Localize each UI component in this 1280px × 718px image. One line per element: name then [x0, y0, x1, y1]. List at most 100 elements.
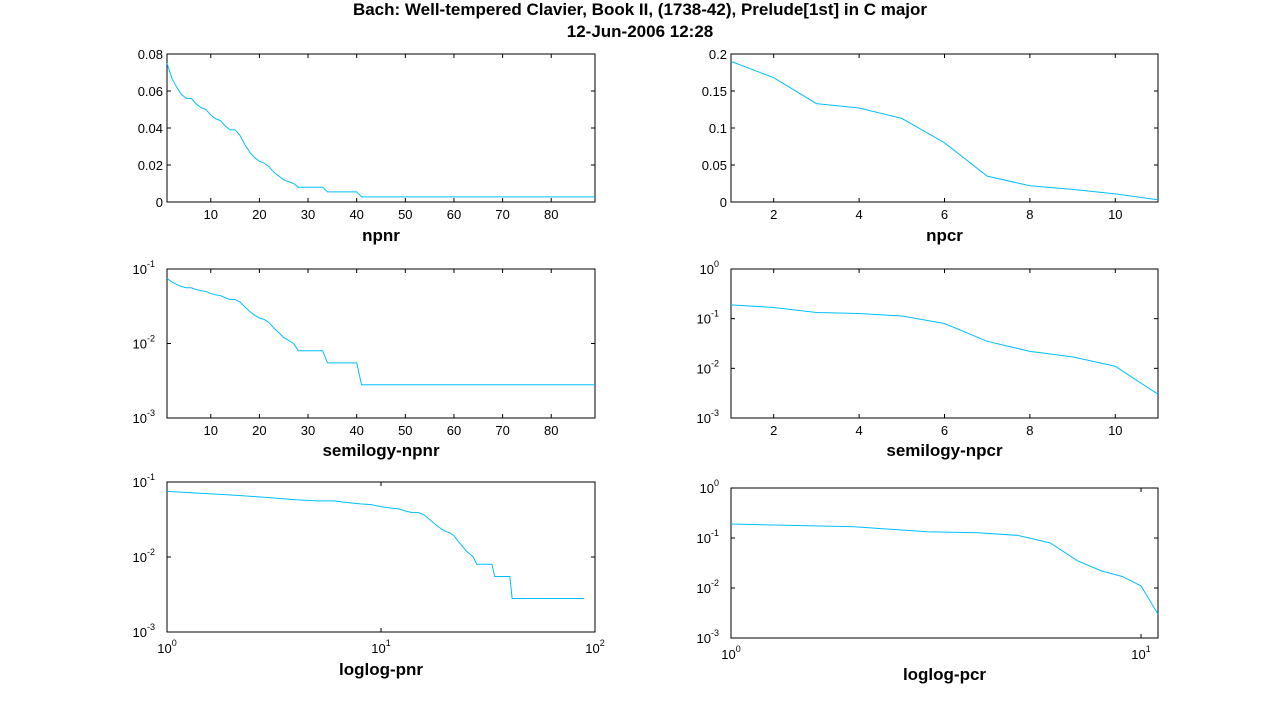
x-tick-label: 100	[157, 638, 176, 656]
axes-frame	[166, 53, 596, 203]
x-tick-label: 4	[855, 423, 862, 438]
x-tick-label: 101	[371, 638, 390, 656]
x-tick-label: 30	[301, 207, 315, 222]
x-axis-label: semilogy-npcr	[886, 441, 1003, 460]
y-tick-label: 0.05	[702, 158, 727, 173]
y-tick-label: 0.08	[138, 47, 163, 62]
y-tick-label-base: 10	[697, 411, 711, 426]
y-tick-label-exponent: -1	[147, 259, 155, 269]
y-tick-label-base: 10	[700, 262, 714, 277]
y-tick-label: 0.2	[709, 47, 727, 62]
y-tick-label-exponent: 0	[714, 478, 719, 488]
y-tick-label: 0.06	[138, 84, 163, 99]
y-tick-label: 10-3	[133, 408, 155, 426]
y-tick-label-base: 10	[133, 625, 147, 640]
y-tick-label-base: 10	[697, 581, 711, 596]
y-tick-label-exponent: 0	[714, 259, 719, 269]
y-tick-label-exponent: -3	[711, 628, 719, 638]
x-tick-label: 50	[398, 423, 412, 438]
y-tick-label: 0	[720, 195, 727, 210]
x-tick-label: 20	[252, 207, 266, 222]
y-tick-label-base: 10	[697, 531, 711, 546]
x-tick-label: 10	[1108, 423, 1122, 438]
y-tick-label: 10-2	[697, 578, 719, 596]
y-tick-label: 10-1	[697, 309, 719, 327]
y-tick-label-base: 10	[133, 550, 147, 565]
x-tick-label: 60	[447, 207, 461, 222]
y-tick-label: 0	[156, 195, 163, 210]
y-tick-label: 0.04	[138, 121, 163, 136]
y-tick-label-base: 10	[700, 481, 714, 496]
axes-frame	[730, 268, 1159, 419]
y-tick-label-exponent: -1	[711, 528, 719, 538]
x-tick-label: 8	[1026, 423, 1033, 438]
y-tick-label-exponent: -1	[147, 472, 155, 482]
y-tick-label: 10-3	[133, 622, 155, 640]
y-tick-label: 10-1	[133, 472, 155, 490]
data-line	[730, 304, 1159, 395]
y-tick-label: 100	[700, 478, 719, 496]
x-tick-label: 80	[544, 423, 558, 438]
axes-frame	[730, 53, 1159, 203]
x-tick-label-base: 10	[157, 641, 171, 656]
x-tick-label-base: 10	[1131, 647, 1145, 662]
axes-frame	[166, 268, 596, 419]
data-line	[730, 60, 1159, 201]
x-tick-label: 8	[1026, 207, 1033, 222]
x-axis-label: loglog-pnr	[339, 660, 423, 679]
subplot-npnr: 10 20 30 40 50 60 70 80 0 0.02 0.04 0.06 0.08 npnr	[138, 47, 596, 245]
x-tick-label-exponent: 1	[1146, 644, 1151, 654]
x-tick-label: 40	[349, 207, 363, 222]
data-line	[166, 277, 595, 386]
x-axis-label: loglog-pcr	[903, 665, 986, 684]
axes-frame	[730, 487, 1159, 639]
data-line	[730, 523, 1159, 615]
y-tick-label-exponent: -2	[711, 358, 719, 368]
x-axis-label: npcr	[926, 226, 963, 245]
y-tick-label-base: 10	[697, 631, 711, 646]
x-tick-label: 2	[770, 423, 777, 438]
x-tick-label: 70	[495, 207, 509, 222]
y-tick-label-base: 10	[133, 262, 147, 277]
x-tick-label-base: 10	[371, 641, 385, 656]
x-tick-label: 30	[301, 423, 315, 438]
figure-title: Bach: Well-tempered Clavier, Book II, (1…	[352, 0, 928, 19]
x-axis-label: semilogy-npnr	[322, 441, 440, 460]
y-tick-label-base: 10	[133, 475, 147, 490]
y-tick-label: 10-1	[697, 528, 719, 546]
x-tick-label: 40	[349, 423, 363, 438]
x-tick-label-exponent: 0	[172, 638, 177, 648]
y-tick-label: 100	[700, 259, 719, 277]
x-tick-label: 6	[941, 423, 948, 438]
x-tick-label: 10	[204, 423, 218, 438]
y-tick-label-base: 10	[697, 312, 711, 327]
x-tick-label-exponent: 2	[600, 638, 605, 648]
x-tick-label: 70	[495, 423, 509, 438]
y-tick-label-exponent: -1	[711, 309, 719, 319]
x-tick-label: 60	[447, 423, 461, 438]
x-tick-label: 102	[585, 638, 604, 656]
y-tick-label-exponent: -2	[711, 578, 719, 588]
x-tick-label-exponent: 0	[736, 644, 741, 654]
x-tick-label-base: 10	[721, 647, 735, 662]
x-tick-label-exponent: 1	[386, 638, 391, 648]
x-tick-label: 2	[770, 207, 777, 222]
x-tick-label: 6	[941, 207, 948, 222]
subplot-npcr: 2 4 6 8 10 0 0.05 0.1 0.15 0.2 npcr	[702, 47, 1159, 245]
y-tick-label-base: 10	[133, 337, 147, 352]
y-tick-label: 10-2	[133, 547, 155, 565]
y-tick-label: 0.1	[709, 121, 727, 136]
x-tick-label-base: 10	[585, 641, 599, 656]
subplot-semilogy-npnr: 10 20 30 40 50 60 70 8010-310-210-1semilogy-npn…	[133, 259, 596, 460]
y-tick-label: 0.15	[702, 84, 727, 99]
y-tick-label-base: 10	[133, 411, 147, 426]
y-tick-label-exponent: -3	[147, 408, 155, 418]
y-tick-label-exponent: -2	[147, 547, 155, 557]
y-tick-label: 10-2	[697, 358, 719, 376]
data-line	[166, 490, 585, 599]
y-tick-label: 10-1	[133, 259, 155, 277]
x-tick-label: 80	[544, 207, 558, 222]
figure-timestamp: 12-Jun-2006 12:28	[566, 22, 714, 41]
